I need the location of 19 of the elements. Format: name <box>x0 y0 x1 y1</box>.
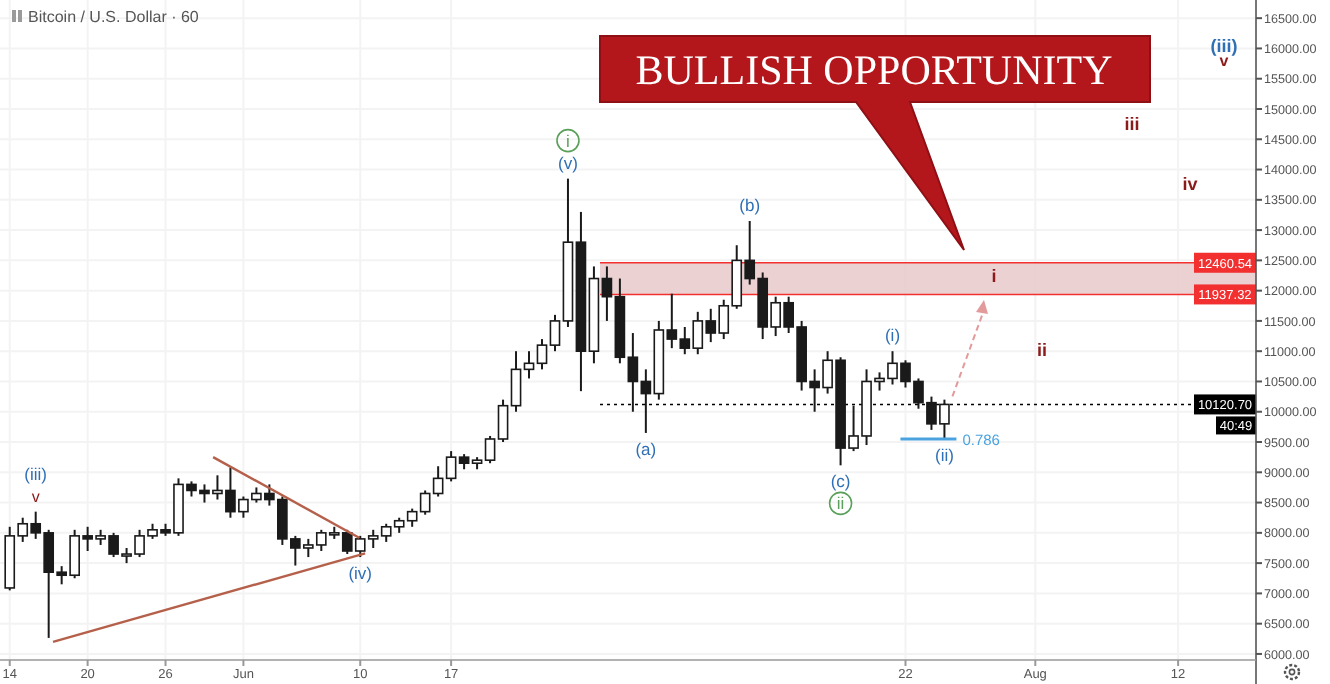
annotation: (iv) <box>348 563 373 584</box>
annotation: (b) <box>739 195 761 216</box>
annotation: iv <box>1182 174 1198 194</box>
annotation: i <box>991 266 997 286</box>
annotation: (iii) <box>1210 36 1238 56</box>
annotation: (c) <box>830 471 851 492</box>
annotation: iii <box>1124 114 1140 134</box>
annotation: BULLISH OPPORTUNITY <box>635 46 1113 94</box>
annotation: (ii) <box>934 444 955 465</box>
annotation: (v) <box>558 152 579 173</box>
annotation: (iii) <box>24 463 48 484</box>
annotation: v <box>31 487 40 506</box>
annotation: v <box>1219 52 1230 70</box>
text: Bitcoin / U.S. Dollar · 60 <box>28 8 200 26</box>
annotation: i <box>566 130 571 151</box>
annotation: ii <box>836 493 845 514</box>
annotation: (i) <box>884 325 901 346</box>
annotation: (a) <box>635 438 657 459</box>
annotation: ii <box>1036 340 1048 360</box>
